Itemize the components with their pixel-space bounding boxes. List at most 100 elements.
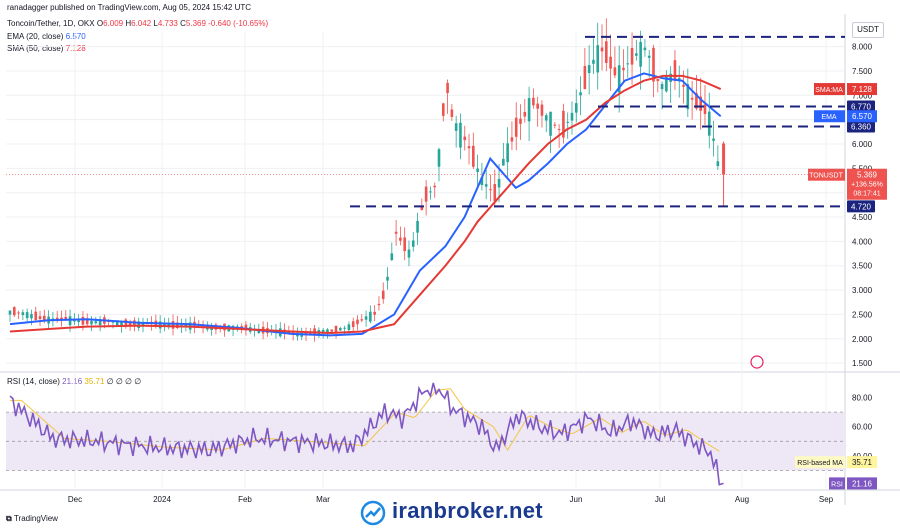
candle-body <box>626 63 630 65</box>
candle-body <box>652 47 655 82</box>
rsi-tick-label: 80.00 <box>852 394 873 403</box>
rsi-legend[interactable]: RSI (14, close) 21.16 35.71 ∅ ∅ ∅ ∅ <box>7 377 141 386</box>
candle-body <box>544 115 548 121</box>
time-tick-label: Aug <box>735 495 749 504</box>
ema-legend[interactable]: EMA (20, close) 6.570 <box>7 32 86 41</box>
candle-body <box>712 138 715 141</box>
candle-body <box>244 324 248 331</box>
rsi-band <box>6 412 845 471</box>
candle-body <box>416 220 419 233</box>
candle-body <box>81 316 85 325</box>
candle-body <box>373 311 376 315</box>
symbol-tag-bg <box>808 168 845 181</box>
candle-body <box>497 178 501 188</box>
candle-body <box>703 104 707 114</box>
candle-body <box>441 103 445 116</box>
price-tick-label: 7.000 <box>852 91 873 100</box>
candle-body <box>463 136 467 141</box>
currency-button[interactable]: USDT <box>852 22 884 38</box>
candle-body <box>111 321 115 323</box>
candle-body <box>605 41 608 63</box>
candle-body <box>707 111 711 136</box>
current-price-tag-bg <box>847 168 887 200</box>
rsi-tag-name: RSI <box>831 481 843 488</box>
time-tick-label: Sep <box>819 495 834 504</box>
candle-body <box>686 84 690 110</box>
candle-body <box>673 60 677 81</box>
candle-body <box>390 253 394 261</box>
time-tick-label: Dec <box>68 495 82 504</box>
candle-body <box>647 55 651 58</box>
candle-body <box>609 56 612 69</box>
candle-body <box>351 321 355 328</box>
candle-body <box>424 186 428 202</box>
tradingview-logo[interactable]: ⧉ TradingView <box>6 514 58 524</box>
price-tick-label: 8.000 <box>852 43 873 52</box>
time-tick-label: Jun <box>570 495 583 504</box>
candle-body <box>540 104 544 116</box>
price-tick-label: 6.000 <box>852 140 873 149</box>
rsi-legend-label: RSI (14, close) <box>7 377 60 386</box>
candle-body <box>532 97 535 106</box>
price-tick-label: 1.500 <box>852 359 873 368</box>
candle-body <box>566 121 569 123</box>
candle-body <box>343 327 346 329</box>
price-tick-label: 4.500 <box>852 213 873 222</box>
ohlc-low: L4.733 <box>153 19 178 28</box>
sma-legend-value: 7.128 <box>65 44 86 53</box>
rsi-tick-label: 60.00 <box>852 423 873 432</box>
rsi-tag-value-bg <box>847 477 877 490</box>
symbol-tag: TONUSDT <box>809 173 843 180</box>
candle-body <box>309 331 312 335</box>
candle-body <box>90 320 93 325</box>
candle-body <box>583 65 587 90</box>
candle-body <box>403 237 406 252</box>
candle-body <box>330 329 334 332</box>
rsi-line <box>9 382 724 486</box>
rsi-tag-name-bg <box>829 477 845 490</box>
candle-body <box>94 321 98 324</box>
indicator-tag-value-bg <box>847 110 877 123</box>
price-tick-label: 2.000 <box>852 335 873 344</box>
candle-body <box>600 47 604 52</box>
candle-body <box>399 237 402 241</box>
candle-body <box>506 143 509 163</box>
candle-body <box>339 327 342 331</box>
candle-body <box>553 124 557 126</box>
candle-body <box>120 321 123 326</box>
candle-body <box>502 158 505 166</box>
candle-body <box>643 47 647 51</box>
sma-legend-label: SMA (50, close) <box>7 44 64 53</box>
current-price-value: 5.369 <box>857 171 878 180</box>
candles-group <box>8 18 720 342</box>
candle-body <box>716 161 720 167</box>
candle-body <box>613 67 617 76</box>
candle-countdown: 08:17:41 <box>853 191 880 198</box>
indicator-tag-name: EMA <box>821 114 837 121</box>
level-label-bg <box>847 200 875 213</box>
indicator-tag-name-bg <box>814 83 845 96</box>
candle-body <box>433 185 437 188</box>
candle-body <box>394 231 398 234</box>
candle-body <box>699 96 702 111</box>
symbol-name[interactable]: Toncoin/Tether, 1D, OKX <box>7 19 95 28</box>
candle-body <box>437 149 441 167</box>
candle-body <box>493 184 497 201</box>
candle-body <box>12 307 16 316</box>
candle-body <box>549 111 552 136</box>
candle-body <box>484 184 488 187</box>
candle-body <box>128 322 132 326</box>
indicator-tag-value: 7.128 <box>852 85 873 94</box>
candle-body <box>536 103 539 109</box>
candle-body <box>377 303 381 306</box>
event-flash-icon <box>750 355 764 369</box>
ema-line <box>9 72 722 337</box>
candle-body <box>171 321 175 329</box>
price-tick-label: 3.000 <box>852 286 873 295</box>
indicator-tag-name: SMA:MA <box>815 87 843 94</box>
candle-body <box>38 316 42 320</box>
candle-body <box>622 67 625 71</box>
sma-legend[interactable]: SMA (50, close) 7.128 <box>7 44 86 53</box>
tv-logo-text: TradingView <box>13 514 58 523</box>
